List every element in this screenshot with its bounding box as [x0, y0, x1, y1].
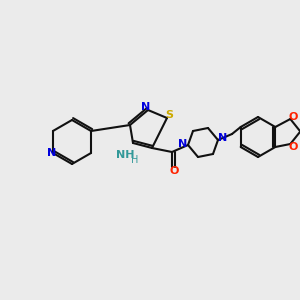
Text: H: H	[131, 155, 139, 165]
Text: N: N	[218, 133, 228, 143]
Text: N: N	[178, 139, 188, 149]
Text: O: O	[289, 142, 298, 152]
Text: O: O	[289, 112, 298, 122]
Text: N: N	[47, 148, 57, 158]
Text: O: O	[169, 166, 179, 176]
Text: NH: NH	[116, 150, 134, 160]
Text: N: N	[141, 102, 151, 112]
Text: S: S	[165, 110, 173, 120]
